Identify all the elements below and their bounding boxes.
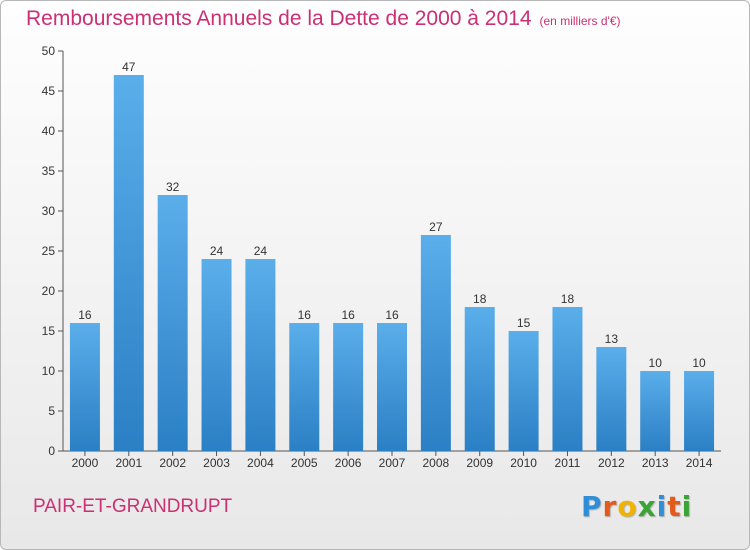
x-tick-label: 2006 bbox=[335, 456, 362, 470]
x-tick-label: 2012 bbox=[598, 456, 625, 470]
y-tick-label: 50 bbox=[42, 44, 56, 58]
x-tick-label: 2014 bbox=[686, 456, 713, 470]
x-tick-label: 2001 bbox=[115, 456, 142, 470]
logo-letter: r bbox=[602, 490, 618, 523]
x-tick-label: 2003 bbox=[203, 456, 230, 470]
bar bbox=[464, 307, 495, 451]
bar bbox=[377, 323, 407, 451]
chart-title: Remboursements Annuels de la Dette de 20… bbox=[26, 7, 532, 30]
y-tick-label: 35 bbox=[42, 164, 56, 178]
x-tick-label: 2002 bbox=[159, 456, 186, 470]
data-label: 16 bbox=[341, 308, 355, 322]
x-tick-label: 2011 bbox=[555, 456, 581, 470]
y-tick-label: 30 bbox=[42, 204, 56, 218]
bar bbox=[552, 307, 583, 451]
commune-name: PAIR-ET-GRANDRUPT bbox=[33, 496, 233, 517]
y-tick-label: 0 bbox=[48, 444, 55, 458]
bar bbox=[69, 323, 100, 451]
data-label: 16 bbox=[78, 308, 92, 322]
bar bbox=[596, 347, 627, 451]
data-label: 10 bbox=[692, 356, 706, 370]
bar bbox=[157, 195, 188, 451]
bar bbox=[420, 235, 451, 451]
x-tick-label: 2004 bbox=[247, 456, 274, 470]
unit-note: (en milliers d'€) bbox=[539, 14, 621, 28]
bar bbox=[640, 371, 671, 451]
bar bbox=[508, 331, 539, 451]
x-axis: 2000 2001 2002 2003 2004 2005 2006 2007 2008 2009… bbox=[63, 450, 721, 470]
y-tick-label: 25 bbox=[42, 244, 56, 258]
logo-letter: x bbox=[637, 490, 657, 523]
data-label: 24 bbox=[210, 244, 224, 258]
bars-group bbox=[69, 75, 715, 451]
logo-letter: o bbox=[617, 490, 638, 523]
bar bbox=[333, 323, 364, 451]
logo-letter: P bbox=[581, 490, 603, 523]
data-label: 13 bbox=[605, 332, 619, 346]
bar bbox=[245, 259, 276, 451]
bar bbox=[289, 323, 320, 451]
data-label: 32 bbox=[166, 180, 180, 194]
bar bbox=[201, 259, 232, 451]
x-tick-label: 2005 bbox=[291, 456, 318, 470]
title-row: Remboursements Annuels de la Dette de 20… bbox=[26, 7, 621, 31]
y-axis: 0 5 10 15 20 25 30 35 40 45 50 bbox=[42, 44, 64, 458]
proxiti-logo[interactable]: Proxiti bbox=[581, 490, 692, 523]
x-tick-label: 2000 bbox=[72, 456, 99, 470]
bar bbox=[113, 75, 144, 451]
bar bbox=[684, 371, 715, 451]
x-tick-label: 2007 bbox=[379, 456, 406, 470]
data-labels-group: 16 47 32 24 24 16 16 16 27 18 15 18 13 10 10 bbox=[78, 60, 706, 370]
y-tick-label: 20 bbox=[42, 284, 56, 298]
y-tick-label: 5 bbox=[48, 404, 55, 418]
data-label: 18 bbox=[561, 292, 575, 306]
x-tick-label: 2013 bbox=[642, 456, 669, 470]
x-tick-label: 2008 bbox=[423, 456, 450, 470]
data-label: 15 bbox=[517, 316, 531, 330]
logo-letter: i bbox=[681, 490, 693, 523]
data-label: 24 bbox=[254, 244, 268, 258]
data-label: 18 bbox=[473, 292, 487, 306]
data-label: 27 bbox=[429, 220, 443, 234]
logo-letter: t bbox=[667, 490, 682, 523]
x-tick-label: 2010 bbox=[510, 456, 537, 470]
y-tick-label: 45 bbox=[42, 84, 56, 98]
data-label: 47 bbox=[122, 60, 136, 74]
y-tick-label: 10 bbox=[42, 364, 56, 378]
data-label: 10 bbox=[649, 356, 663, 370]
y-tick-label: 40 bbox=[42, 124, 56, 138]
y-tick-label: 15 bbox=[42, 324, 56, 338]
data-label: 16 bbox=[298, 308, 312, 322]
data-label: 16 bbox=[385, 308, 399, 322]
logo-letter: i bbox=[656, 490, 668, 523]
x-tick-label: 2009 bbox=[466, 456, 493, 470]
